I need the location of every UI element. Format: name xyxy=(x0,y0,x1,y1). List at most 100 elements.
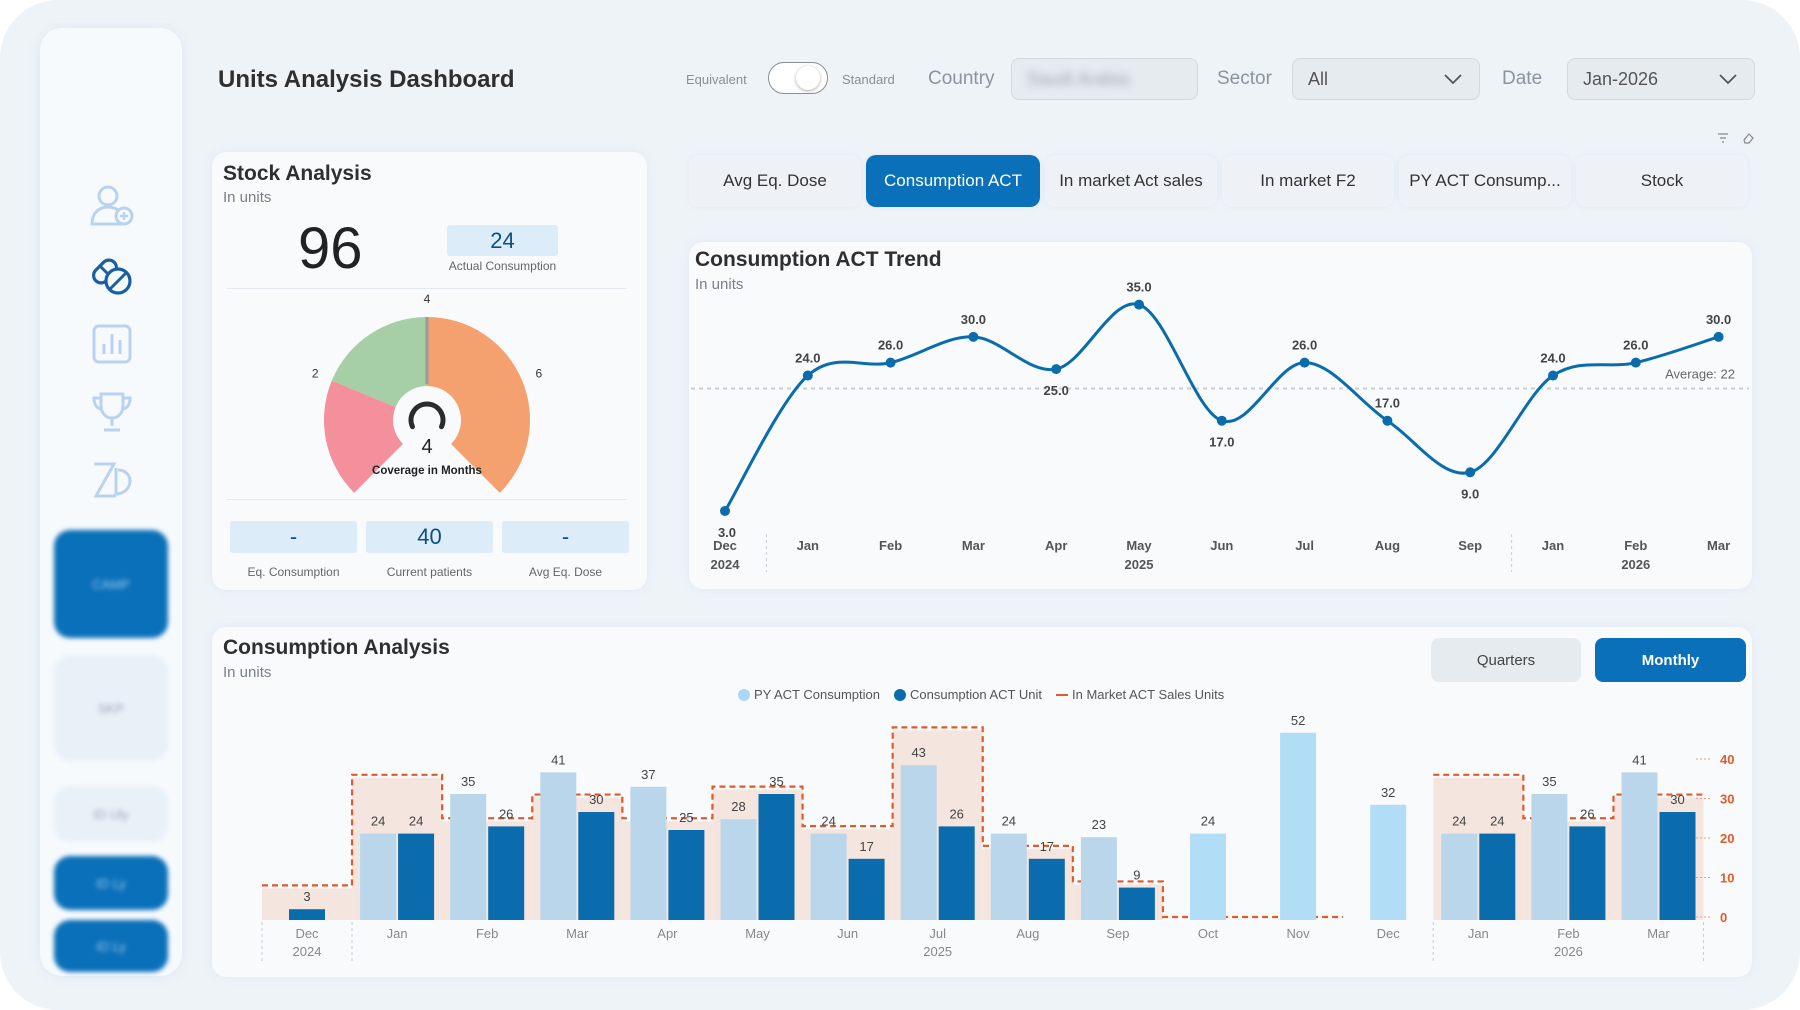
sidebar-button-1[interactable]: CAMP xyxy=(54,530,168,638)
bar-x-year: 2024 xyxy=(293,944,322,959)
trend-data-label: 25.0 xyxy=(1044,383,1069,398)
legend-label: Consumption ACT Unit xyxy=(909,687,1042,702)
act-bar xyxy=(488,826,525,920)
py-bar xyxy=(540,772,577,920)
trend-data-label: 26.0 xyxy=(1623,338,1648,353)
sidebar-button-3[interactable]: ID Uly xyxy=(54,786,168,842)
toggle-right-label: Standard xyxy=(842,72,895,87)
monthly-button[interactable]: Monthly xyxy=(1595,638,1746,682)
trophy-icon[interactable] xyxy=(84,384,140,440)
bar-x-tick: Feb xyxy=(1557,926,1579,941)
trend-data-label: 17.0 xyxy=(1375,396,1400,411)
bar-x-tick: Jul xyxy=(929,926,946,941)
trend-data-label: 30.0 xyxy=(961,312,986,327)
sidebar-button-4[interactable]: ID Ly xyxy=(54,856,168,910)
act-bar xyxy=(1028,858,1065,920)
divider xyxy=(227,288,627,289)
act-bar-label: 30 xyxy=(589,792,603,807)
current-patients-label: Current patients xyxy=(386,565,473,579)
act-bar xyxy=(398,833,435,920)
user-add-icon[interactable] xyxy=(84,178,140,234)
py-bar-label: 41 xyxy=(1632,752,1646,767)
trend-point xyxy=(1713,331,1724,342)
gauge-value: 4 xyxy=(421,436,432,458)
trend-x-tick: Mar xyxy=(1707,538,1730,553)
trend-chart: Average: 22 3.0 24.0 26.0 30.0 25.0 35.0 17.0 26… xyxy=(691,280,1749,572)
chevron-down-icon xyxy=(1444,74,1462,85)
trend-point xyxy=(1548,370,1558,381)
bar-x-tick: May xyxy=(745,926,770,941)
country-label: Country xyxy=(928,68,995,89)
trend-data-label: 3.0 xyxy=(718,525,736,540)
chevron-down-icon xyxy=(1719,74,1737,85)
gauge-band-2 xyxy=(427,317,530,493)
divider xyxy=(227,499,627,500)
sidebar-button-2[interactable]: SKP xyxy=(54,655,168,761)
trend-x-tick: Dec xyxy=(713,538,737,553)
gauge-tick-label: 4 xyxy=(424,292,431,306)
sidebar-button-label: CAMP xyxy=(92,576,130,592)
py-bar xyxy=(1190,833,1226,920)
trend-x-tick: Mar xyxy=(962,538,985,553)
trend-point xyxy=(1216,415,1227,426)
toggle-knob xyxy=(796,66,820,90)
unit-toggle[interactable] xyxy=(768,62,828,94)
trend-x-tick: Jul xyxy=(1295,538,1314,553)
secondary-axis-tick: 20 xyxy=(1720,831,1734,846)
tab-consumption-act[interactable]: Consumption ACT xyxy=(866,155,1040,207)
filter-icon[interactable] xyxy=(1713,128,1733,148)
legend-act: Consumption ACT Unit xyxy=(893,687,1042,702)
legend-py: PY ACT Consumption xyxy=(738,687,880,702)
date-value: Jan-2026 xyxy=(1583,68,1659,89)
act-bar xyxy=(758,794,795,920)
bar-x-tick: Jun xyxy=(837,926,858,941)
country-value: Saudi Arabia xyxy=(1027,68,1130,89)
date-select[interactable]: Jan-2026 xyxy=(1567,58,1755,100)
toggle-left-label: Equivalent xyxy=(686,72,747,87)
date-label: Date xyxy=(1502,68,1543,89)
sidebar-button-5[interactable]: ID Ly xyxy=(54,920,168,972)
trend-point xyxy=(1051,364,1062,375)
py-bar-label: 52 xyxy=(1291,713,1305,728)
tab-in-market-f2[interactable]: In market F2 xyxy=(1222,155,1394,207)
trend-point xyxy=(1299,357,1310,368)
legend-swatch xyxy=(893,688,906,701)
bar-x-tick: Oct xyxy=(1198,926,1219,941)
py-bar xyxy=(630,786,667,920)
stock-title: Stock Analysis xyxy=(223,162,372,185)
current-patients-value: 40 xyxy=(366,521,493,553)
pills-icon[interactable] xyxy=(84,246,140,302)
py-bar xyxy=(1621,772,1658,920)
trend-data-label: 24.0 xyxy=(795,351,820,366)
tab-in-market-act-sales[interactable]: In market Act sales xyxy=(1045,155,1217,207)
bar-x-tick: Mar xyxy=(1647,926,1670,941)
act-bar-label: 9 xyxy=(1133,868,1140,883)
logo-icon[interactable] xyxy=(84,452,140,508)
sidebar-button-label: ID Uly xyxy=(93,806,129,822)
eraser-icon[interactable] xyxy=(1738,128,1758,148)
tab-stock[interactable]: Stock xyxy=(1576,155,1748,207)
trend-x-year: 2025 xyxy=(1125,557,1154,572)
tab-py-act-consumption[interactable]: PY ACT Consump... xyxy=(1399,155,1571,207)
quarters-button[interactable]: Quarters xyxy=(1431,638,1581,682)
sector-select[interactable]: All xyxy=(1292,58,1480,100)
eq-consumption-label: Eq. Consumption xyxy=(247,565,340,579)
trend-x-tick: Feb xyxy=(879,538,902,553)
act-bar-label: 17 xyxy=(1040,839,1054,854)
bar-x-tick: Nov xyxy=(1287,926,1311,941)
tab-avg-eq-dose[interactable]: Avg Eq. Dose xyxy=(689,155,861,207)
bar-chart-icon[interactable] xyxy=(84,316,140,372)
trend-x-year: 2026 xyxy=(1621,557,1650,572)
trend-subtitle: In units xyxy=(695,276,744,293)
page-title: Units Analysis Dashboard xyxy=(218,66,515,93)
act-bar-label: 26 xyxy=(1580,806,1594,821)
bar-x-tick: Aug xyxy=(1016,926,1039,941)
py-bar-label: 35 xyxy=(461,774,475,789)
py-bar-label: 41 xyxy=(551,752,565,767)
act-bar xyxy=(1659,812,1696,920)
country-select[interactable]: Saudi Arabia xyxy=(1011,58,1198,100)
bar-x-tick: Jan xyxy=(387,926,408,941)
legend-swatch xyxy=(1055,693,1068,696)
py-bar-label: 37 xyxy=(641,767,655,782)
py-bar xyxy=(900,765,937,920)
